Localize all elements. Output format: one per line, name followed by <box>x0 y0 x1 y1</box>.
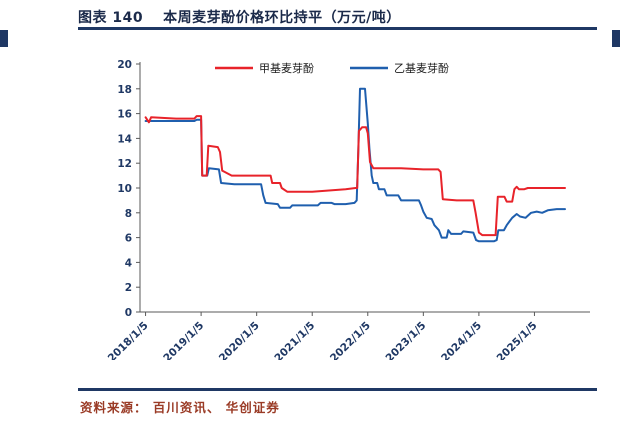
x-tick-label: 2022/1/5 <box>328 320 373 360</box>
right-page-decoration-bar <box>612 30 620 47</box>
x-tick-label: 2025/1/5 <box>495 320 540 360</box>
legend-item: 乙基麦芽酚 <box>350 61 449 75</box>
y-tick-label: 14 <box>117 133 132 145</box>
y-tick-label: 12 <box>117 158 132 170</box>
title-underline <box>78 27 597 30</box>
y-tick-label: 6 <box>125 233 132 245</box>
y-tick-label: 4 <box>125 257 132 269</box>
x-tick-label: 2021/1/5 <box>272 320 317 360</box>
left-page-decoration-bar <box>0 30 8 47</box>
x-tick-label: 2024/1/5 <box>439 320 484 360</box>
legend-item: 甲基麦芽酚 <box>215 61 314 75</box>
footer-divider <box>78 388 597 391</box>
data-source-note: 资料来源： 百川资讯、 华创证券 <box>80 400 280 415</box>
y-tick-label: 8 <box>125 208 132 220</box>
legend-label: 甲基麦芽酚 <box>259 61 314 75</box>
y-tick-label: 0 <box>125 307 132 319</box>
x-tick-label: 2018/1/5 <box>106 320 151 360</box>
figure-title: 本周麦芽酚价格环比持平（万元/吨） <box>163 10 401 26</box>
y-tick-label: 10 <box>117 183 132 195</box>
y-tick-label: 18 <box>117 84 132 96</box>
figure-label: 图表 140 <box>78 10 144 26</box>
y-tick-label: 2 <box>125 282 132 294</box>
legend-label: 乙基麦芽酚 <box>394 61 449 75</box>
series-line-0 <box>144 115 566 237</box>
x-tick-label: 2019/1/5 <box>161 320 206 360</box>
x-tick-label: 2023/1/5 <box>384 320 429 360</box>
maltol-price-line-chart: 0 2 4 6 8 10 12 14 16 18 20 2018/1/5 2019/1/5 2020/1/… <box>106 59 590 360</box>
x-tick-label: 2020/1/5 <box>217 320 262 360</box>
figure-title-row: 图表 140 本周麦芽酚价格环比持平（万元/吨） <box>78 7 401 27</box>
series-line-1 <box>144 87 566 243</box>
y-tick-label: 20 <box>117 59 132 71</box>
y-tick-label: 16 <box>117 109 132 121</box>
